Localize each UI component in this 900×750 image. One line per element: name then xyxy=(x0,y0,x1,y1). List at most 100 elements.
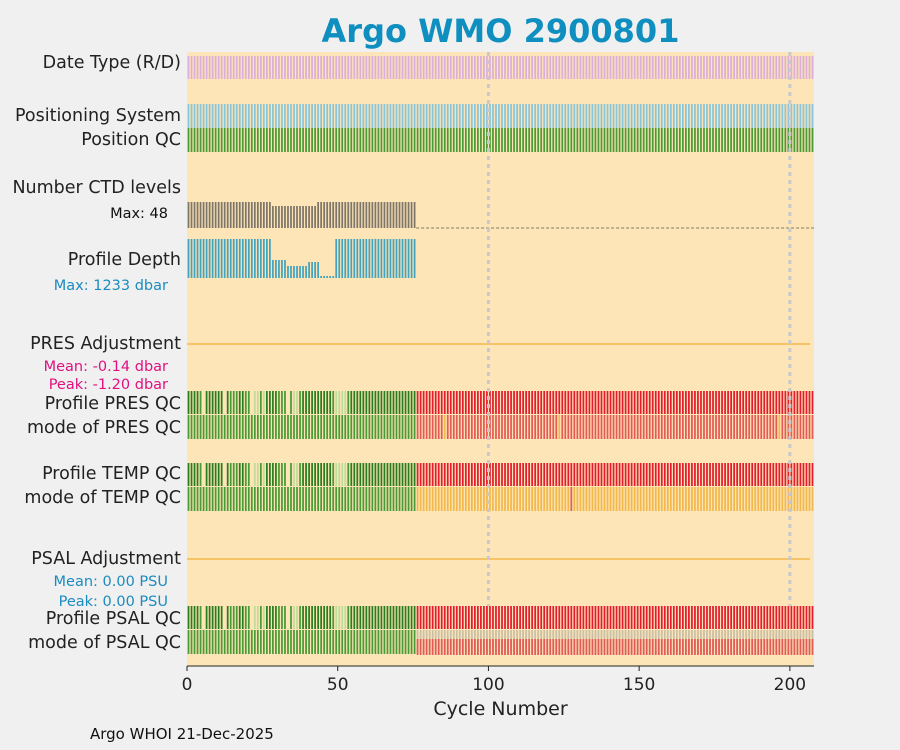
bar-ctd-levels xyxy=(326,202,329,228)
bar-pres-qc xyxy=(718,391,720,414)
bar-pres-qc xyxy=(464,391,467,414)
bar-pres-mode xyxy=(681,415,684,439)
bar-position-qc xyxy=(600,128,603,152)
bar-position-qc xyxy=(238,128,241,152)
bar-positioning xyxy=(259,104,262,128)
bar-temp-mode xyxy=(525,487,527,511)
bar-ctd-levels xyxy=(278,206,280,228)
bar-psal-qc xyxy=(284,606,286,629)
bar-positioning xyxy=(232,104,235,128)
bar-pres-mode xyxy=(739,415,742,439)
bar-position-qc xyxy=(452,128,455,152)
bar-date-type xyxy=(422,56,425,79)
bar-temp-mode xyxy=(190,487,193,511)
bar-position-qc xyxy=(371,128,374,152)
bar-date-type xyxy=(666,56,669,79)
bar-psal-qc xyxy=(657,606,660,629)
bar-pres-qc xyxy=(440,391,443,414)
bar-psal-qc xyxy=(290,606,292,629)
bar-profile-depth xyxy=(311,262,313,278)
bar-pres-qc xyxy=(365,391,368,414)
bar-position-qc xyxy=(784,128,787,152)
bar-pres-qc xyxy=(534,391,537,414)
bar-temp-qc xyxy=(588,463,591,486)
bar-position-qc xyxy=(395,128,398,152)
bar-date-type xyxy=(591,56,594,79)
bar-pres-qc xyxy=(609,391,612,414)
bar-pres-qc xyxy=(660,391,663,414)
bar-date-type xyxy=(612,56,615,79)
bar-position-qc xyxy=(253,128,256,152)
bar-temp-mode xyxy=(464,487,467,511)
bar-pres-mode xyxy=(461,415,464,439)
label-depth-max: Max: 1233 dbar xyxy=(53,278,168,294)
bar-temp-qc xyxy=(495,463,497,486)
bar-pres-qc xyxy=(311,391,313,414)
bar-pres-qc xyxy=(703,391,705,414)
bar-psal-mode xyxy=(296,630,298,654)
bar-pres-qc xyxy=(422,391,425,414)
bar-positioning xyxy=(522,104,524,128)
bar-pres-qc xyxy=(612,391,615,414)
bar-profile-depth xyxy=(329,276,332,278)
bar-positioning xyxy=(772,104,775,128)
bar-psal-mode-lower xyxy=(504,639,506,655)
bar-pres-mode xyxy=(311,415,313,439)
bar-positioning xyxy=(214,104,217,128)
bar-temp-mode xyxy=(709,487,711,511)
bar-temp-mode xyxy=(724,487,726,511)
bar-pres-mode xyxy=(395,415,398,439)
bar-temp-mode xyxy=(739,487,742,511)
bar-ctd-levels xyxy=(250,202,253,228)
bar-psal-qc xyxy=(504,606,506,629)
bar-temp-qc xyxy=(356,463,359,486)
label-profile-psal-qc: Profile PSAL QC xyxy=(45,609,181,629)
bar-position-qc xyxy=(443,128,446,152)
bar-positioning xyxy=(389,104,392,128)
bar-pres-qc xyxy=(208,391,211,414)
bar-position-qc xyxy=(332,128,335,152)
bar-positioning xyxy=(724,104,726,128)
bar-psal-qc xyxy=(694,606,696,629)
bar-position-qc xyxy=(525,128,527,152)
bar-date-type xyxy=(461,56,464,79)
bar-positioning xyxy=(202,104,205,128)
bar-pres-mode xyxy=(449,415,452,439)
bar-pres-qc xyxy=(570,391,573,414)
bar-positioning xyxy=(410,104,413,128)
bar-temp-mode xyxy=(600,487,603,511)
bar-temp-qc xyxy=(576,463,579,486)
bar-positioning xyxy=(284,104,286,128)
bar-pres-mode xyxy=(428,415,431,439)
bar-pres-qc xyxy=(712,391,714,414)
bar-positioning xyxy=(256,104,259,128)
bar-temp-mode xyxy=(736,487,739,511)
bar-pres-mode xyxy=(398,415,401,439)
bar-pres-mode xyxy=(675,415,678,439)
bar-pres-mode xyxy=(534,415,537,439)
bar-pres-mode xyxy=(244,415,247,439)
bar-pres-mode xyxy=(341,415,344,439)
bar-temp-qc xyxy=(443,463,446,486)
bar-date-type xyxy=(458,56,461,79)
bar-ctd-levels xyxy=(293,206,295,228)
bar-temp-qc xyxy=(205,463,208,486)
bar-pres-mode xyxy=(501,415,503,439)
bar-pres-qc xyxy=(317,391,320,414)
bar-pres-mode xyxy=(401,415,404,439)
bar-temp-mode xyxy=(519,487,521,511)
bar-profile-depth xyxy=(202,239,205,278)
bar-positioning xyxy=(386,104,389,128)
bar-date-type xyxy=(543,56,546,79)
bar-pres-qc xyxy=(217,391,220,414)
bar-pres-qc xyxy=(639,391,642,414)
bar-temp-mode xyxy=(718,487,720,511)
bar-psal-mode xyxy=(317,630,320,654)
bar-date-type xyxy=(208,56,211,79)
bar-pres-mode xyxy=(636,415,639,439)
bar-positioning xyxy=(416,104,419,128)
bar-date-type xyxy=(404,56,407,79)
bar-positioning xyxy=(612,104,615,128)
bar-temp-qc xyxy=(651,463,654,486)
bar-psal-qc xyxy=(555,606,558,629)
